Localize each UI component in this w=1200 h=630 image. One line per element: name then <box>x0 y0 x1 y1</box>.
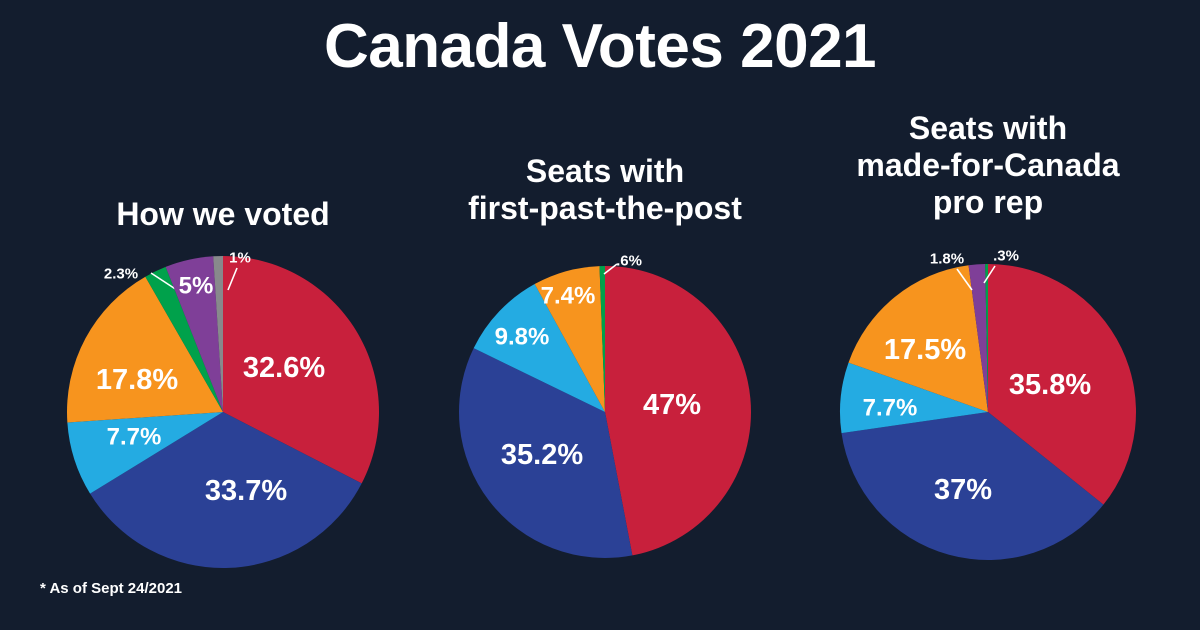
pie-label-how-we-voted-red: 32.6% <box>243 352 325 384</box>
pie-slice-seats-fptp-cyan <box>473 284 605 412</box>
pie-slice-how-we-voted-red <box>223 256 379 484</box>
page-title: Canada Votes 2021 <box>323 12 877 81</box>
pie-slice-how-we-voted-cyan <box>67 412 223 494</box>
pie-label-seats-fptp-green: .6% <box>616 253 642 270</box>
pie-label-how-we-voted-orange: 17.8% <box>96 364 178 396</box>
pie-slice-how-we-voted-purple <box>165 256 223 412</box>
pie-label-seats-fptp-cyan: 9.8% <box>495 324 550 351</box>
chart-block-how-we-voted: How we voted 32.6% 33.7% 7.7% 17.8% 2.3% 5% 1% <box>43 0 403 630</box>
pie-label-seats-fptp-blue: 35.2% <box>501 439 583 471</box>
pie-slice-seats-pro-rep-purple <box>968 264 988 412</box>
leader-line-seats-pro-rep-green <box>983 265 996 284</box>
pie-label-how-we-voted-blue: 33.7% <box>205 475 287 507</box>
pie-label-seats-pro-rep-cyan: 7.7% <box>863 395 918 422</box>
chart-block-seats-pro-rep: Seats with made-for-Canada pro rep 35.8%… <box>808 0 1168 630</box>
pie-label-how-we-voted-grey: 1% <box>229 250 251 267</box>
pie-slice-how-we-voted-orange <box>67 276 224 423</box>
leader-line-seats-pro-rep-purple <box>956 268 973 291</box>
pie-slice-seats-pro-rep-green <box>985 264 988 412</box>
pie-slice-how-we-voted-blue <box>90 412 362 568</box>
chart-block-seats-fptp: Seats with first-past-the-post 47% 35.2% 9… <box>425 0 785 630</box>
pie-label-seats-pro-rep-orange: 17.5% <box>884 334 966 366</box>
pie-slice-seats-fptp-red <box>605 266 751 556</box>
chart-title-seats-fptp: Seats with first-past-the-post <box>468 153 742 226</box>
pie-slice-seats-pro-rep-blue <box>841 412 1104 561</box>
pie-label-how-we-voted-purple: 5% <box>179 273 214 300</box>
pie-label-how-we-voted-cyan: 7.7% <box>107 424 162 451</box>
pie-slice-how-we-voted-grey <box>213 256 223 412</box>
pie-slice-seats-pro-rep-orange <box>848 265 988 412</box>
pie-label-seats-pro-rep-purple: 1.8% <box>930 251 964 268</box>
leader-line-seats-fptp-green <box>603 263 618 275</box>
pie-label-how-we-voted-green: 2.3% <box>104 266 138 283</box>
pie-slice-how-we-voted-green <box>145 266 223 412</box>
chart-title-how-we-voted: How we voted <box>116 196 330 232</box>
chart-title-seats-pro-rep: Seats with made-for-Canada pro rep <box>856 110 1120 220</box>
pie-slice-seats-fptp-green <box>599 266 605 412</box>
pie-label-seats-pro-rep-blue: 37% <box>934 474 992 506</box>
pie-label-seats-fptp-orange: 7.4% <box>541 283 596 310</box>
pie-label-seats-pro-rep-red: 35.8% <box>1009 369 1091 401</box>
pie-slice-seats-pro-rep-cyan <box>840 362 988 434</box>
pie-label-seats-pro-rep-green: .3% <box>993 248 1019 265</box>
pie-label-seats-fptp-red: 47% <box>643 389 701 421</box>
pie-slice-seats-pro-rep-red <box>988 264 1136 505</box>
pie-slice-seats-fptp-blue <box>459 348 633 558</box>
leader-line-how-we-voted-grey <box>227 267 238 291</box>
pie-slice-seats-fptp-orange <box>534 266 605 412</box>
footnote: * As of Sept 24/2021 <box>40 580 183 597</box>
